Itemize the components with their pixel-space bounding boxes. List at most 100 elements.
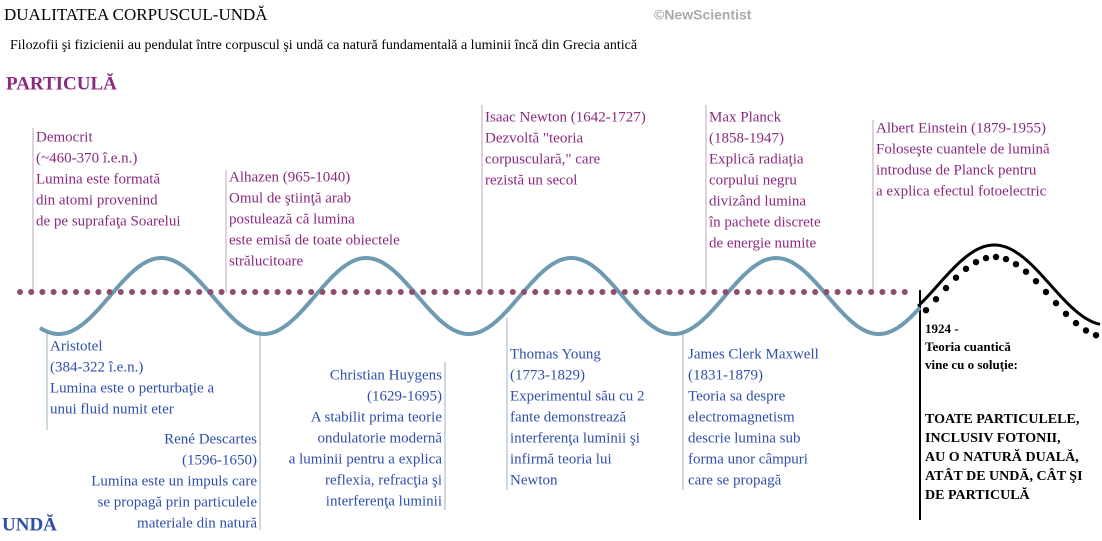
dot bbox=[733, 289, 740, 295]
dot bbox=[106, 289, 113, 295]
dot bbox=[442, 289, 449, 295]
label-line: A stabilit prima teorie bbox=[311, 409, 443, 425]
dot bbox=[285, 289, 292, 295]
label-line: strălucitoare bbox=[229, 253, 303, 269]
label-line: (1596-1650) bbox=[182, 452, 257, 468]
label-line: Max Planck bbox=[709, 109, 782, 125]
dot bbox=[621, 289, 628, 295]
dot bbox=[767, 289, 774, 295]
label-line: este emisă de toate obiectele bbox=[229, 232, 400, 248]
label-line: Isaac Newton (1642-1727) bbox=[485, 109, 646, 125]
dot bbox=[386, 289, 393, 295]
wave bbox=[38, 255, 922, 337]
title: DUALITATEA CORPUSCUL-UNDĂ bbox=[4, 5, 268, 24]
dot bbox=[476, 289, 483, 295]
quantum-dot bbox=[1032, 278, 1040, 285]
dot bbox=[229, 289, 236, 295]
dot bbox=[185, 289, 191, 295]
dot bbox=[599, 289, 606, 295]
wave-label: UNDĂ bbox=[2, 513, 57, 535]
dot bbox=[431, 289, 438, 295]
dot bbox=[218, 289, 225, 295]
label-line: rezistă un secol bbox=[485, 172, 577, 188]
dot bbox=[711, 289, 718, 295]
label-line: forma unor câmpuri bbox=[688, 451, 808, 467]
dot bbox=[487, 289, 494, 295]
label-line: Thomas Young bbox=[510, 346, 601, 362]
label-line: introduse de Planck pentru bbox=[876, 162, 1037, 178]
dot bbox=[577, 289, 583, 295]
dot bbox=[17, 289, 23, 295]
dot bbox=[666, 289, 673, 295]
dot bbox=[722, 289, 729, 295]
dot bbox=[778, 289, 785, 295]
dot bbox=[341, 289, 348, 295]
dot bbox=[521, 289, 527, 295]
label-line: Christian Huygens bbox=[330, 367, 442, 383]
dot bbox=[61, 289, 68, 295]
dot bbox=[95, 289, 102, 295]
label-line: interferenţa luminii şi bbox=[510, 430, 640, 446]
dot bbox=[207, 289, 214, 295]
quantum-dot bbox=[942, 284, 950, 292]
label-line: Aristotel bbox=[50, 338, 103, 354]
dot bbox=[330, 289, 337, 295]
dot bbox=[162, 289, 169, 295]
dot bbox=[274, 289, 281, 295]
label-line: Newton bbox=[510, 472, 558, 488]
label-line: (1773-1829) bbox=[510, 367, 585, 383]
quantum-dot bbox=[922, 307, 930, 314]
dot bbox=[39, 289, 46, 295]
dot bbox=[812, 289, 819, 295]
label-line: Dezvoltă "teoria bbox=[485, 130, 584, 146]
label-line: Explică radiaţia bbox=[709, 151, 804, 167]
quantum-dot bbox=[1082, 327, 1090, 334]
label-line: Lumina este o perturbaţie a bbox=[50, 380, 214, 396]
label-line: Alhazen (965-1040) bbox=[229, 169, 350, 185]
dot bbox=[84, 289, 91, 295]
label-line: corpusculară," care bbox=[485, 151, 601, 167]
texts: Democrit (~460-370 î.e.n.) Lumina este for… bbox=[36, 109, 1083, 531]
dot bbox=[890, 289, 897, 295]
label-line: a explica efectul fotoelectric bbox=[876, 183, 1047, 199]
dot bbox=[453, 289, 460, 295]
dot bbox=[834, 289, 841, 295]
dot bbox=[252, 289, 259, 295]
label-line: corpului negru bbox=[709, 172, 797, 188]
credit: ©NewScientist bbox=[654, 7, 752, 23]
label-line: reflexia, refracţia şi bbox=[325, 472, 442, 488]
label-line: Democrit bbox=[36, 129, 93, 145]
label-line: descrie lumina sub bbox=[688, 430, 800, 446]
dot bbox=[756, 289, 763, 295]
label-line: (1858-1947) bbox=[709, 130, 784, 146]
dot bbox=[241, 289, 247, 295]
label-line: fante demonstrează bbox=[510, 409, 627, 425]
dot bbox=[655, 289, 662, 295]
label-line: (1831-1879) bbox=[688, 367, 763, 383]
label-line: Experimentul său cu 2 bbox=[510, 388, 645, 404]
dot bbox=[588, 289, 595, 295]
dot bbox=[117, 289, 124, 295]
label-line: postulează că lumina bbox=[229, 211, 355, 227]
dot bbox=[50, 289, 57, 295]
label-line: TOATE PARTICULELE, bbox=[925, 412, 1079, 427]
dot bbox=[845, 289, 852, 295]
dot bbox=[644, 289, 651, 295]
dot bbox=[375, 289, 382, 295]
label-line: a luminii pentru a explica bbox=[289, 451, 443, 467]
dot bbox=[308, 289, 315, 295]
label-line: unui fluid numit eter bbox=[50, 401, 174, 417]
dot bbox=[319, 289, 326, 295]
dot bbox=[129, 289, 135, 295]
dot bbox=[397, 289, 404, 295]
label-line: se propagă prin particulele bbox=[97, 494, 257, 510]
label-line: Albert Einstein (1879-1955) bbox=[876, 120, 1046, 136]
dot bbox=[610, 289, 617, 295]
label-line: (384-322 î.e.n.) bbox=[50, 359, 143, 375]
dot bbox=[420, 289, 427, 295]
label-line: AU O NATURĂ DUALĂ, bbox=[925, 448, 1079, 465]
dot bbox=[868, 289, 875, 295]
label-line: interferenţa luminii bbox=[326, 493, 442, 509]
dot bbox=[364, 289, 371, 295]
dot bbox=[633, 289, 639, 295]
